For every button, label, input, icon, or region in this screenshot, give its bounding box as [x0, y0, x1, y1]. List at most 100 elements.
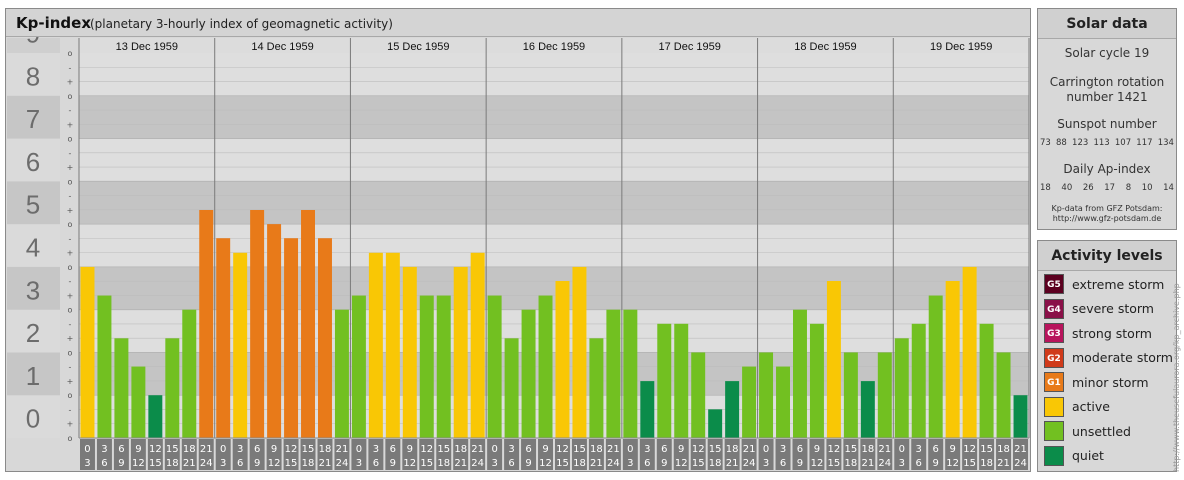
carrington-line-2: number 1421 [1066, 90, 1148, 104]
interval-box [911, 439, 927, 470]
kp-bar-11 [267, 224, 282, 438]
interval-start-label: 3 [644, 444, 650, 455]
kp-bar-42 [793, 309, 807, 438]
interval-end-label: 3 [491, 458, 497, 469]
legend-item-moderate-storm: G2 moderate storm [1044, 347, 1173, 368]
interval-end-label: 12 [403, 458, 416, 469]
kp-bar-6 [182, 309, 197, 438]
kp-bar-27 [538, 295, 553, 438]
interval-end-label: 6 [644, 458, 650, 469]
interval-end-label: 15 [828, 458, 841, 469]
kp-bar-15 [334, 309, 349, 438]
minor-tick-label: + [67, 78, 74, 87]
y-tick-label-7: 7 [26, 104, 40, 134]
sunspot-value-5: 117 [1136, 138, 1153, 148]
interval-end-label: 3 [763, 458, 769, 469]
kp-bar-19 [402, 266, 417, 438]
legend-swatch: G1 [1044, 372, 1064, 392]
kp-bar-46 [860, 381, 875, 438]
interval-box [809, 439, 825, 470]
interval-start-label: 21 [471, 444, 484, 455]
minor-tick-label: + [67, 249, 74, 258]
interval-box [351, 439, 367, 470]
interval-box [894, 439, 910, 470]
minor-tick-label: o [68, 220, 73, 229]
kp-bar-12 [284, 238, 299, 438]
interval-box [198, 439, 214, 470]
minor-tick-label: o [68, 434, 73, 443]
interval-end-label: 12 [268, 458, 281, 469]
ap-values: 18 40 26 17 8 10 14 [1040, 183, 1174, 193]
interval-end-label: 21 [590, 458, 603, 469]
day-label-3: 16 Dec 1959 [523, 41, 585, 53]
ap-value-2: 26 [1082, 183, 1094, 193]
y-tick-label-4: 4 [26, 233, 40, 263]
interval-end-label: 18 [709, 458, 722, 469]
interval-box [96, 439, 112, 470]
interval-box [266, 439, 282, 470]
interval-end-label: 3 [899, 458, 905, 469]
plot-band-7 [79, 95, 1029, 139]
interval-start-label: 15 [980, 444, 993, 455]
sunspot-value-4: 107 [1114, 138, 1132, 148]
y-band-left-2 [7, 309, 60, 353]
interval-box [1013, 439, 1028, 470]
interval-box [877, 439, 893, 470]
kp-bar-50 [928, 295, 943, 438]
legend-label: strong storm [1072, 325, 1152, 341]
interval-end-label: 3 [356, 458, 362, 469]
interval-start-label: 18 [861, 444, 874, 455]
chart-title-bar: Kp-index (planetary 3-hourly index of ge… [6, 9, 1030, 37]
kp-bar-20 [419, 295, 434, 438]
interval-box [792, 439, 808, 470]
legend-label: severe storm [1072, 301, 1154, 316]
interval-start-label: 15 [845, 444, 858, 455]
y-band-left-3 [7, 266, 60, 310]
legend-swatch [1044, 421, 1064, 441]
kp-credit-link[interactable]: http://www.gfz-potsdam.de [1052, 214, 1162, 223]
interval-start-label: 9 [949, 444, 955, 455]
interval-box [928, 439, 944, 470]
legend-swatch: G4 [1044, 298, 1064, 319]
interval-end-label: 15 [285, 458, 298, 469]
y-band-left-0 [7, 395, 60, 438]
minor-tick-column [60, 38, 79, 438]
legend-label: extreme storm [1072, 276, 1165, 292]
interval-start-label: 12 [149, 444, 162, 455]
kp-bar-39 [742, 366, 757, 438]
interval-start-label: 3 [780, 444, 786, 455]
kp-bar-51 [945, 281, 960, 438]
kp-bar-44 [826, 281, 841, 438]
kp-bar-28 [555, 281, 570, 438]
interval-end-label: 6 [237, 458, 243, 469]
interval-start-label: 6 [254, 444, 260, 455]
interval-box [283, 439, 299, 470]
interval-end-label: 15 [692, 458, 705, 469]
interval-end-label: 9 [390, 458, 396, 469]
minor-tick-label: + [67, 377, 74, 386]
interval-start-label: 18 [590, 444, 603, 455]
minor-tick-label: o [68, 135, 73, 144]
interval-start-label: 6 [661, 444, 667, 455]
day-label-6: 19 Dec 1959 [930, 41, 992, 53]
interval-start-label: 18 [319, 444, 332, 455]
kp-bar-54 [996, 352, 1011, 438]
interval-end-label: 21 [454, 458, 467, 469]
interval-box [436, 439, 452, 470]
day-label-strip [79, 38, 1029, 53]
legend-swatch: G5 [1044, 274, 1064, 294]
interval-box [673, 439, 689, 470]
interval-end-label: 24 [878, 458, 891, 469]
interval-box [656, 439, 672, 470]
interval-end-label: 15 [963, 458, 976, 469]
interval-box [690, 439, 706, 470]
interval-start-label: 15 [709, 444, 722, 455]
interval-start-label: 21 [1014, 444, 1027, 455]
interval-end-label: 18 [573, 458, 586, 469]
kp-bar-4 [148, 395, 163, 438]
interval-start-label: 0 [627, 444, 633, 455]
interval-box [758, 439, 774, 470]
kp-bar-30 [589, 338, 604, 438]
interval-end-label: 18 [302, 458, 315, 469]
interval-box [945, 439, 961, 470]
